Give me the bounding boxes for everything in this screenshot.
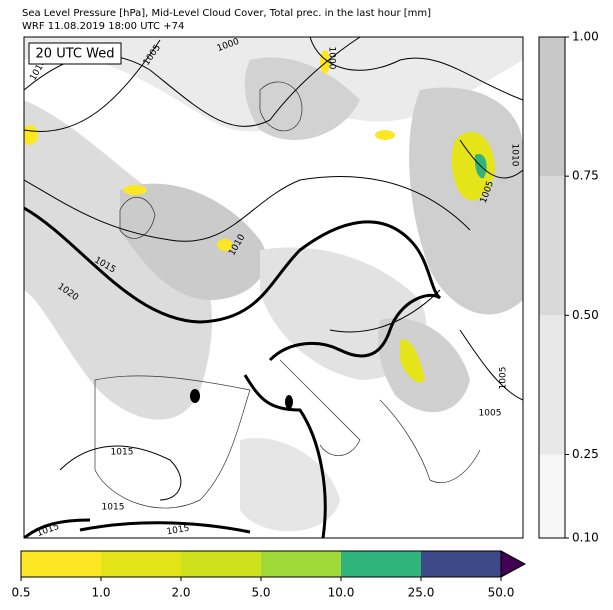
contour-label: 1010 <box>510 144 520 167</box>
tick-label: 0.50 <box>572 308 599 322</box>
coastlines <box>94 81 481 509</box>
island <box>190 389 200 403</box>
tick-label: 50.0 <box>488 586 515 600</box>
contour-label: 1005 <box>499 367 509 390</box>
precip-area <box>217 239 233 251</box>
tick-label: 1.00 <box>572 30 599 44</box>
tick-label: 10.0 <box>328 586 355 600</box>
colorbar-extend <box>500 550 527 578</box>
precip-colorbar: 0.5 1.0 2.0 5.0 10.0 25.0 50.0 <box>11 550 527 600</box>
map-frame <box>23 36 524 539</box>
colorbar-segment <box>21 551 101 577</box>
precip-area <box>320 50 330 74</box>
cloud-area <box>24 100 212 420</box>
colorbar-segment <box>539 176 565 316</box>
cloud-area <box>244 57 360 140</box>
map <box>24 37 523 538</box>
precip-area <box>24 125 38 145</box>
tick-label: 1.0 <box>91 586 110 600</box>
title: Sea Level Pressure [hPa], Mid-Level Clou… <box>22 8 431 19</box>
tick-label: 0.75 <box>572 169 599 183</box>
colorbar-segment <box>539 315 565 455</box>
colorbar-segment <box>539 37 565 177</box>
time-label: 20 UTC Wed <box>36 47 115 62</box>
cloud-colorbar: 0.10 0.25 0.50 0.75 1.00 <box>538 30 599 545</box>
colorbar-segment <box>539 454 565 538</box>
tick-label: 0.5 <box>11 586 30 600</box>
precip-area <box>123 185 147 195</box>
precip-area <box>451 131 495 201</box>
time-box <box>28 42 122 65</box>
colorbar-segment <box>421 551 501 577</box>
island <box>285 395 293 409</box>
contour-label: 1000 <box>327 47 337 70</box>
tick-label: 25.0 <box>408 586 435 600</box>
tick-label: 0.25 <box>572 447 599 461</box>
precip-area <box>400 339 425 383</box>
tick-label: 2.0 <box>171 586 190 600</box>
precip-area <box>375 130 395 140</box>
tick-label: 0.10 <box>572 531 599 545</box>
colorbar-segment <box>261 551 341 577</box>
subtitle: WRF 11.08.2019 18:00 UTC +74 <box>22 21 184 32</box>
contour-label: 1015 <box>111 448 134 458</box>
isobar-1015 <box>24 206 442 538</box>
tick-label: 5.0 <box>251 586 270 600</box>
colorbar-segment <box>341 551 421 577</box>
cloud-area <box>240 438 340 532</box>
colorbar-frame <box>538 36 566 539</box>
colorbar-segment <box>181 551 261 577</box>
cloud-area <box>120 183 267 300</box>
contour-label: 1015 <box>102 503 125 513</box>
cloud-area <box>409 87 523 315</box>
contour-label: 1005 <box>479 409 502 419</box>
contour-label: 1015 <box>166 524 190 538</box>
colorbar-segment <box>101 551 181 577</box>
